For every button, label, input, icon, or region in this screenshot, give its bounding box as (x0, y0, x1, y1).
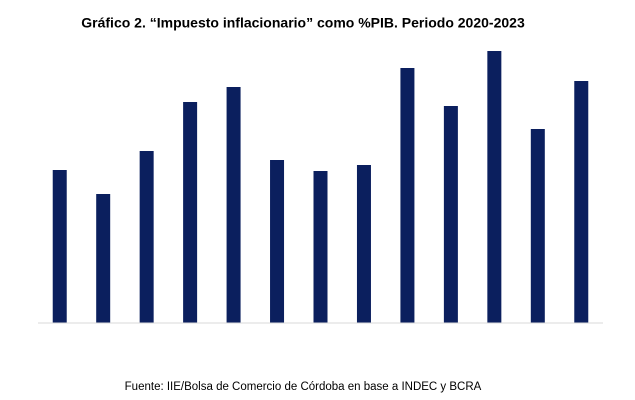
bar (487, 51, 502, 323)
bar (52, 170, 67, 323)
bar (270, 160, 285, 323)
chart-title: Gráfico 2. “Impuesto inflacionario” como… (81, 15, 525, 31)
chart-source: Fuente: IIE/Bolsa de Comercio de Córdoba… (125, 381, 482, 393)
bar (183, 102, 198, 323)
bar (574, 81, 589, 323)
bar (356, 165, 371, 323)
bar (400, 68, 415, 323)
bar (313, 171, 328, 323)
bar (96, 194, 111, 323)
bar (530, 129, 545, 323)
bar (226, 87, 241, 323)
bar (443, 106, 458, 323)
bar (139, 151, 154, 323)
